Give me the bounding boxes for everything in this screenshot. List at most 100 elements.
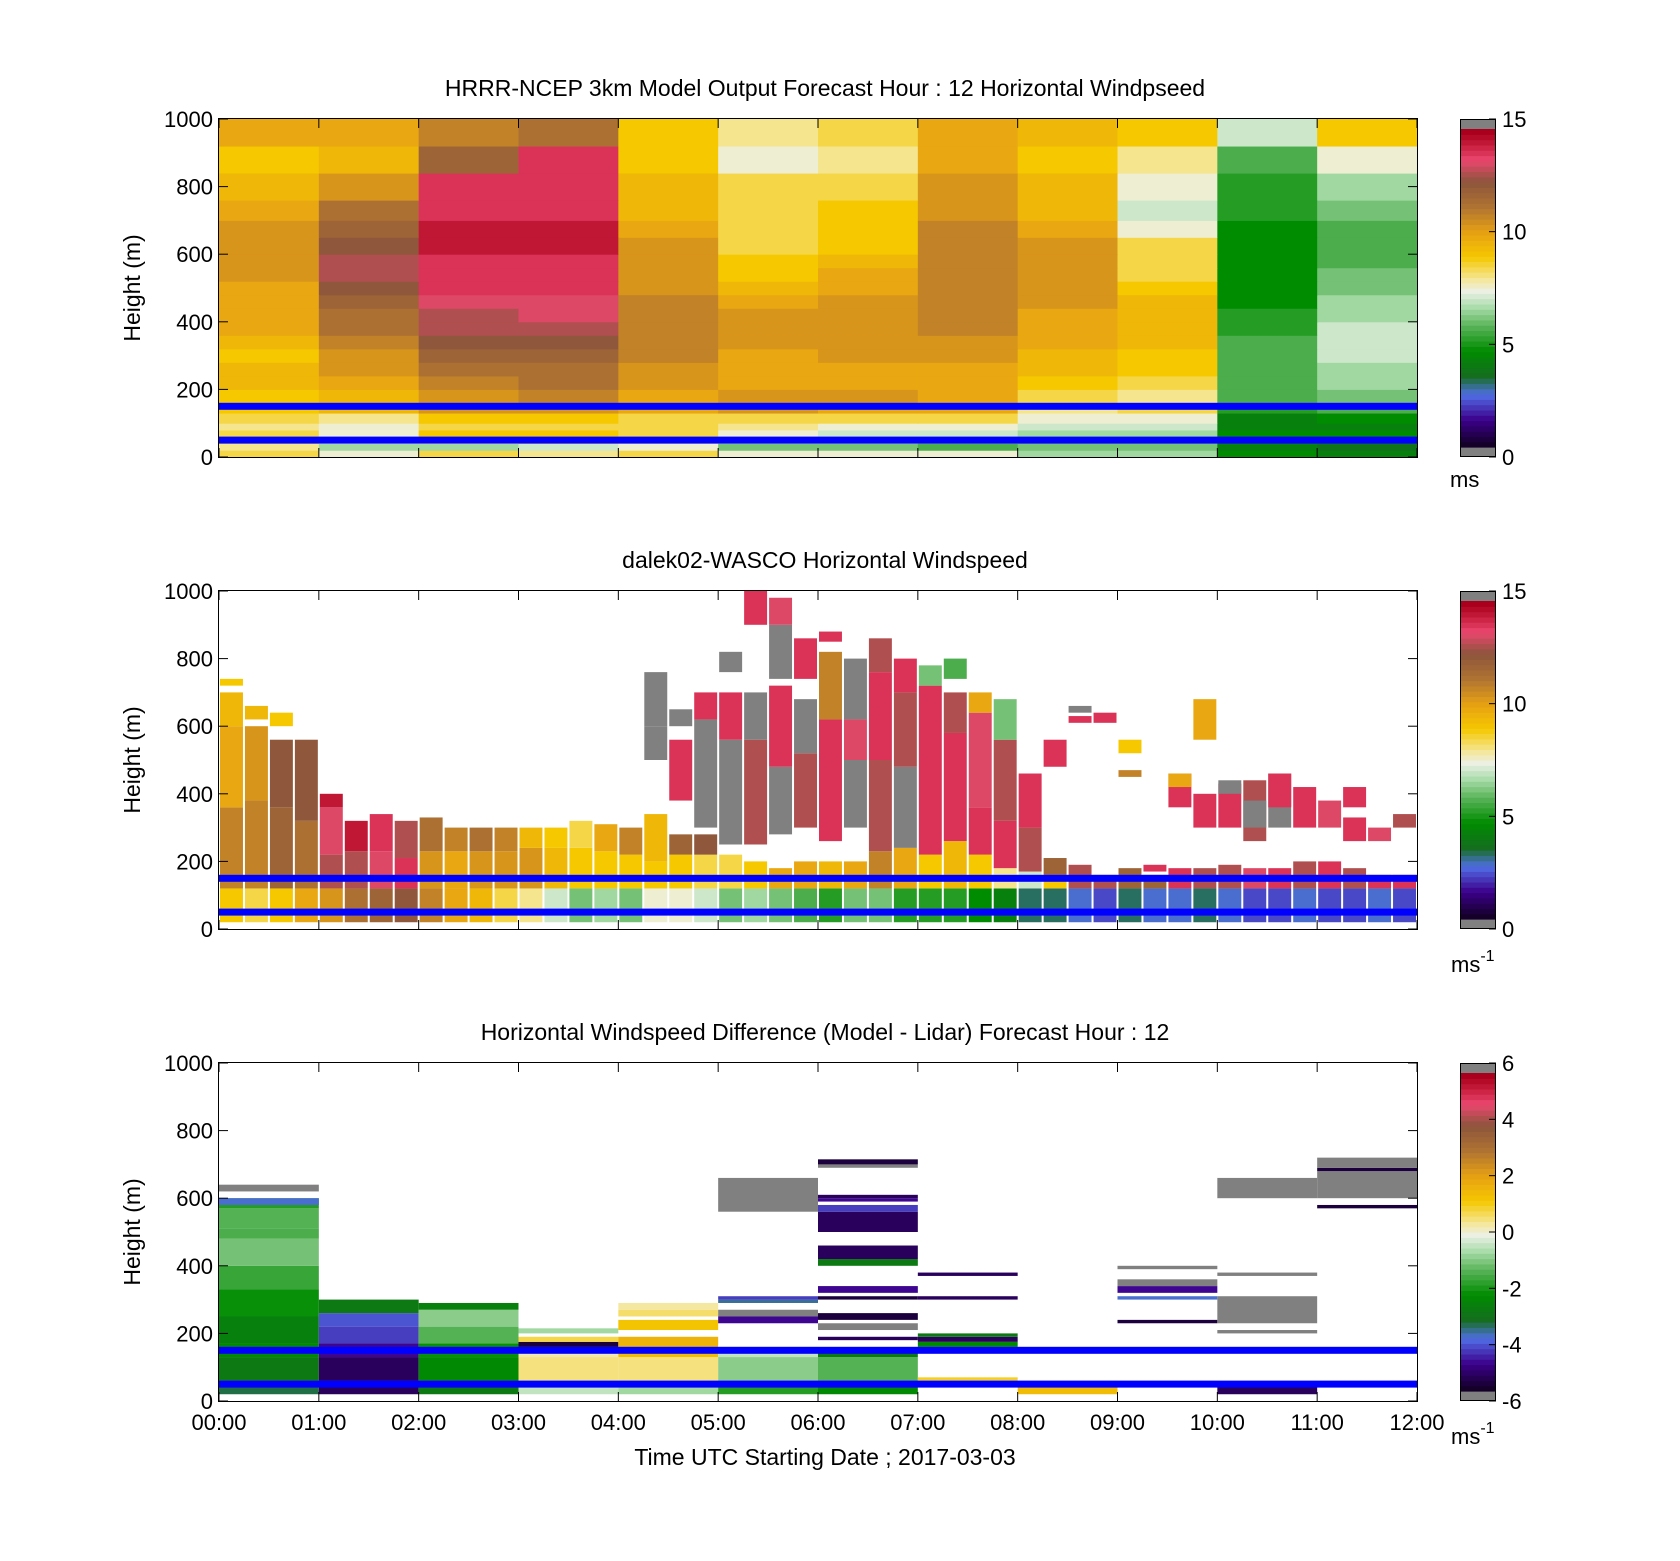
colorbar-swatch — [1460, 887, 1496, 894]
lidar-profile-segment — [1193, 699, 1217, 740]
lidar-profile-segment — [644, 726, 668, 760]
heatmap-cell — [219, 429, 320, 438]
difference-segment — [818, 1198, 918, 1202]
difference-segment — [418, 1309, 519, 1327]
colorbar-swatch — [1460, 1141, 1496, 1148]
colorbar-tick-label: 15 — [1502, 579, 1526, 604]
heatmap-cell — [818, 281, 919, 296]
lidar-profile-segment — [294, 739, 318, 821]
difference-segment — [518, 1357, 619, 1381]
heatmap-cell — [618, 429, 719, 438]
colorbar-swatch — [1460, 601, 1496, 607]
colorbar-swatch — [1460, 282, 1496, 289]
colorbar-swatch — [1460, 1263, 1496, 1270]
lidar-profile-segment — [619, 827, 643, 855]
panel-lidar-x-tickmarks — [218, 591, 1418, 929]
lidar-profile-segment — [494, 851, 518, 889]
y-tick-label: 400 — [176, 782, 213, 807]
colorbar-swatch — [1460, 770, 1496, 777]
heatmap-cell — [1117, 321, 1218, 336]
colorbar-swatch — [1460, 627, 1496, 634]
heatmap-cell — [219, 443, 320, 451]
heatmap-cell — [219, 413, 320, 424]
heatmap-cell — [1317, 237, 1418, 255]
colorbar-over-cap — [1460, 119, 1496, 129]
heatmap-cell — [618, 220, 719, 238]
heatmap-cell — [818, 423, 919, 431]
lidar-profile-segment — [244, 888, 268, 923]
heatmap-cell — [418, 375, 519, 390]
heatmap-cell — [718, 281, 819, 296]
y-tick-label: 800 — [176, 647, 213, 672]
heatmap-cell — [1117, 200, 1218, 221]
lidar-profile-segment — [569, 888, 593, 923]
colorbar-under-cap — [1460, 1391, 1496, 1401]
heatmap-cell — [518, 321, 619, 336]
colorbar-swatch — [1460, 431, 1496, 437]
colorbar-swatch — [1460, 654, 1496, 660]
colorbar-swatch — [1460, 335, 1496, 342]
colorbar-swatch — [1460, 855, 1496, 862]
colorbar-swatch — [1460, 717, 1496, 724]
colorbar-swatch — [1460, 813, 1496, 819]
heatmap-cell — [418, 281, 519, 296]
heatmap-cell — [518, 254, 619, 269]
heatmap-cell — [1217, 281, 1318, 296]
lidar-profile-segment — [419, 851, 443, 889]
colorbar-swatch — [1460, 881, 1496, 888]
colorbar-swatch — [1460, 1285, 1496, 1291]
lidar-profile-segment — [220, 692, 243, 727]
colorbar-swatch — [1460, 1322, 1496, 1328]
heatmap-cell — [418, 348, 519, 363]
heatmap-cell — [718, 308, 819, 323]
heatmap-cell — [917, 119, 1019, 147]
lidar-profile-segment — [220, 888, 243, 923]
heatmap-cell — [1317, 443, 1418, 451]
panel-model-heatmap — [219, 119, 1418, 458]
heatmap-cell — [418, 146, 519, 174]
lidar-profile-segment — [819, 651, 842, 720]
difference-segment — [917, 1272, 1018, 1276]
heatmap-cell — [818, 389, 919, 404]
lidar-profile-segment — [1043, 739, 1067, 767]
heatmap-cell — [1217, 348, 1318, 363]
heatmap-cell — [1217, 362, 1318, 377]
lidar-profile-segment — [1018, 773, 1042, 828]
x-tick-label: 10:00 — [1190, 1410, 1245, 1435]
colorbar-swatch — [1460, 404, 1496, 411]
heatmap-cell — [318, 119, 420, 147]
colorbar-swatch — [1460, 187, 1496, 194]
heatmap-cell — [1117, 429, 1218, 438]
colorbar-swatch — [1460, 1216, 1496, 1222]
heatmap-cell — [917, 348, 1019, 363]
heatmap-cell — [418, 267, 519, 282]
lidar-profile-segment — [394, 820, 418, 859]
lidar-profile-segment — [419, 888, 443, 923]
heatmap-cell — [318, 220, 420, 238]
colorbar-swatch — [1460, 150, 1496, 157]
panel-difference-y-axis-label: Height (m) — [119, 1178, 145, 1285]
difference-segment — [818, 1259, 918, 1266]
heatmap-cell — [518, 429, 619, 438]
colorbar-tick-label: -2 — [1502, 1276, 1522, 1301]
panel-difference-x-ticks: 00:00 01:00 02:00 03:00 04:00 05:00 06:00 07:00… — [191, 1063, 1445, 1435]
lidar-profile-segment — [694, 888, 718, 923]
colorbar-swatch — [1460, 1353, 1496, 1360]
lidar-profile-segment — [369, 851, 393, 889]
lidar-profile-segment — [1218, 888, 1242, 923]
heatmap-cell — [1017, 423, 1118, 431]
colorbar-swatch — [1460, 1099, 1496, 1106]
heatmap-cell — [518, 200, 619, 221]
heatmap-cell — [618, 281, 719, 296]
panel-lidar-colorbar-unit: ms-1 — [1451, 948, 1495, 977]
heatmap-cell — [418, 173, 519, 201]
lidar-profile-segment — [1368, 888, 1392, 923]
colorbar-swatch — [1460, 1253, 1496, 1260]
heatmap-cell — [818, 450, 919, 458]
heatmap-cell — [718, 173, 819, 201]
colorbar-tick-label: 0 — [1502, 1220, 1514, 1245]
colorbar-swatch — [1460, 1210, 1496, 1217]
heatmap-cell — [1017, 429, 1118, 438]
heatmap-cell — [1217, 335, 1318, 350]
colorbar-swatch — [1460, 171, 1496, 178]
